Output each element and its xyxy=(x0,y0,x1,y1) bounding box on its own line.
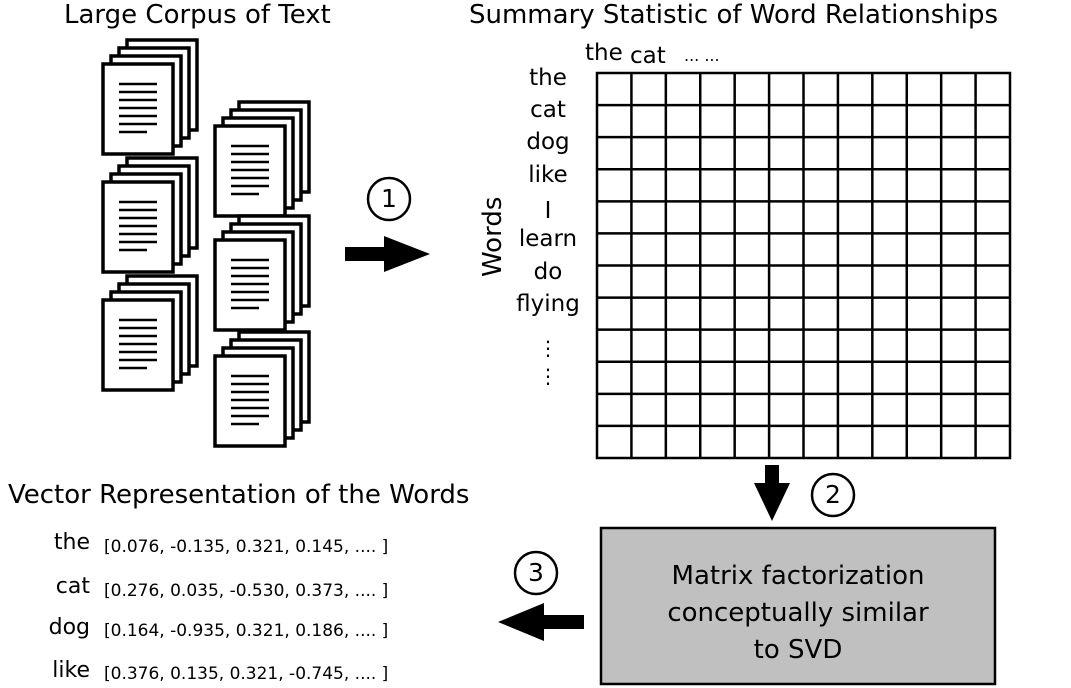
step-3-number: 3 xyxy=(528,558,544,587)
summary-title: Summary Statistic of Word Relationships xyxy=(469,0,999,30)
column-label: cat xyxy=(630,43,666,69)
row-label: like xyxy=(528,162,568,188)
row-label: flying xyxy=(516,291,580,317)
row-label: learn xyxy=(518,226,578,252)
vector-value: [0.376, 0.135, 0.321, -0.745, .... ] xyxy=(104,664,389,684)
row-label: the xyxy=(529,65,567,91)
vector-word: cat xyxy=(55,574,90,599)
arrow-down-icon xyxy=(754,465,790,521)
document-stack-icon xyxy=(215,102,309,216)
document-stack-icon xyxy=(215,216,309,330)
factorization-line: conceptually similar xyxy=(667,598,929,628)
arrow-right-icon xyxy=(345,236,430,272)
document-stack-icon xyxy=(215,332,309,446)
row-ellipsis: ⋮ xyxy=(538,336,558,360)
factorization-text: Matrix factorization conceptually simila… xyxy=(601,558,995,669)
document-stack-icon xyxy=(103,158,197,272)
corpus-title: Large Corpus of Text xyxy=(64,0,331,30)
vector-value: [0.076, -0.135, 0.321, 0.145, .... ] xyxy=(104,537,389,557)
vector-value: [0.276, 0.035, -0.530, 0.373, .... ] xyxy=(104,581,389,601)
row-label: cat xyxy=(530,97,566,123)
vectors-title: Vector Representation of the Words xyxy=(8,480,470,510)
row-ellipsis: ⋮ xyxy=(538,364,558,388)
document-stack-icon xyxy=(103,40,197,154)
row-label: I xyxy=(544,198,552,224)
step-1-number: 1 xyxy=(381,184,397,213)
row-label: do xyxy=(533,259,563,285)
factorization-line: Matrix factorization xyxy=(671,561,925,591)
step-3-circle xyxy=(513,550,559,596)
vector-value: [0.164, -0.935, 0.321, 0.186, .... ] xyxy=(104,621,389,641)
step-1-circle xyxy=(366,176,412,222)
step-2-number: 2 xyxy=(825,480,841,509)
column-label: the xyxy=(585,40,623,66)
vector-word: like xyxy=(52,658,90,683)
vector-word: dog xyxy=(48,615,90,640)
vector-word: the xyxy=(53,530,90,555)
row-axis-label: Words xyxy=(478,196,508,277)
document-stack-icon xyxy=(103,276,197,390)
matrix-grid xyxy=(595,71,1012,460)
factorization-box xyxy=(599,526,997,686)
row-label: dog xyxy=(526,129,570,155)
column-label: ... ... xyxy=(684,46,720,65)
arrow-left-icon xyxy=(498,603,584,641)
step-2-circle xyxy=(810,472,856,518)
factorization-line: to SVD xyxy=(753,635,843,665)
